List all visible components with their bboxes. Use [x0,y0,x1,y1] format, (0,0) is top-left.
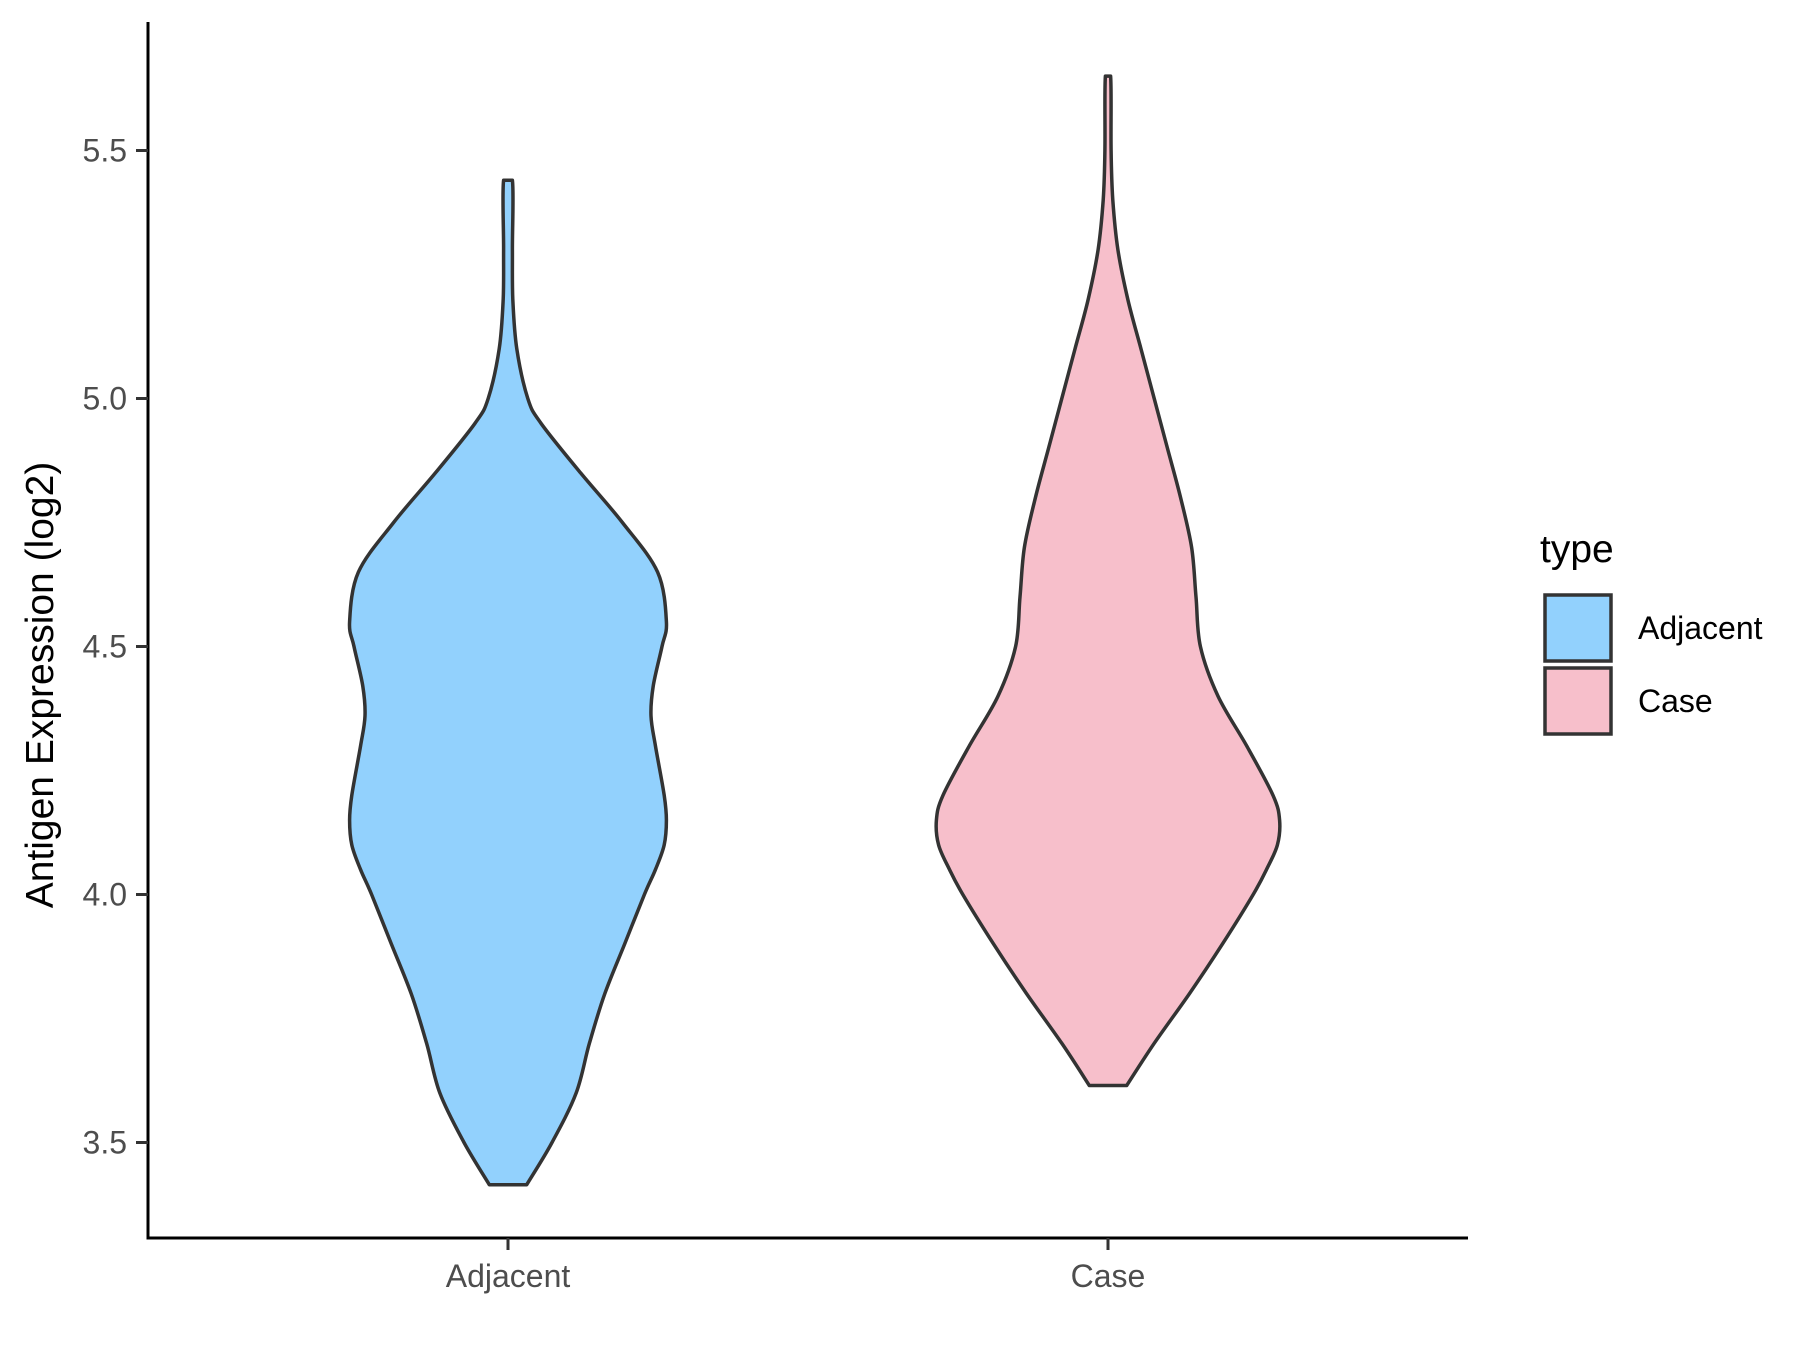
y-tick-label: 3.5 [83,1125,127,1161]
legend-title: type [1540,528,1614,571]
legend-label-adjacent: Adjacent [1638,610,1763,646]
y-tick-label: 5.5 [83,133,127,169]
y-ticks: 3.5 4.0 4.5 5.0 5.5 [83,133,148,1161]
legend: type Adjacent Case [1540,528,1763,736]
legend-swatch-case [1543,666,1613,736]
violin-case [934,74,1282,1088]
y-tick-label: 5.0 [83,381,127,417]
violin-layer [347,74,1282,1187]
axes [146,22,1468,1240]
x-tick-label: Case [1071,1258,1146,1294]
violin-adjacent [347,178,669,1187]
legend-swatch-adjacent [1543,593,1613,663]
y-axis-title: Antigen Expression (log2) [19,462,62,909]
y-tick-label: 4.0 [83,877,127,913]
x-tick-label: Adjacent [446,1258,571,1294]
legend-label-case: Case [1638,683,1713,719]
x-ticks: Adjacent Case [446,1238,1146,1294]
y-tick-label: 4.5 [83,629,127,665]
